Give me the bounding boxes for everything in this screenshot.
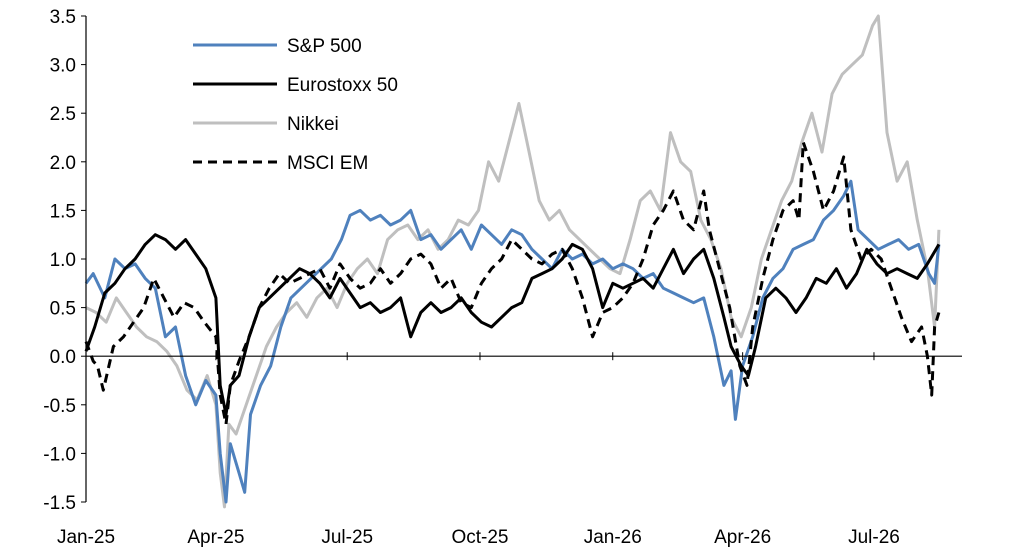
axes: -1.5 -1.0 -0.5 0.0 0.5 1.0 1.5 2.0 2.5 3.0 3.5 Jan-…	[43, 7, 962, 548]
y-tick-label: 1.5	[50, 201, 76, 222]
y-tick-label: -0.5	[43, 396, 76, 417]
series-line-eurostoxx-50	[84, 233, 941, 416]
series-line-nikkei	[85, 14, 941, 509]
y-tick-label: 2.5	[50, 104, 76, 125]
x-tick-label: Jan-26	[584, 527, 642, 548]
y-tick-label: 3.0	[50, 56, 76, 77]
y-tick-label: 0.0	[50, 347, 76, 368]
x-tick-label: Jul-25	[321, 527, 373, 548]
series-lines	[84, 14, 941, 509]
legend: S&P 500 Eurostoxx 50 Nikkei MSCI EM	[193, 36, 398, 174]
legend-label-eurostoxx-50: Eurostoxx 50	[287, 75, 398, 96]
x-tick-label: Apr-25	[187, 527, 244, 548]
series-line-s-p-500	[84, 179, 941, 504]
legend-label-s-p-500: S&P 500	[287, 36, 362, 57]
y-tick-label: 0.5	[50, 299, 76, 320]
y-tick-label: 2.0	[50, 153, 76, 174]
y-tick-label: 1.0	[50, 250, 76, 271]
y-tick-label: -1.0	[43, 444, 76, 465]
legend-label-msci-em: MSCI EM	[287, 153, 368, 174]
x-tick-label: Oct-25	[451, 527, 508, 548]
y-tick-label: -1.5	[43, 493, 76, 514]
y-tick-label: 3.5	[50, 7, 76, 28]
x-tick-label: Jul-26	[848, 527, 900, 548]
x-tick-label: Jan-25	[57, 527, 115, 548]
series-line-msci-em	[84, 140, 941, 426]
x-tick-label: Apr-26	[714, 527, 771, 548]
legend-label-nikkei: Nikkei	[287, 114, 339, 135]
